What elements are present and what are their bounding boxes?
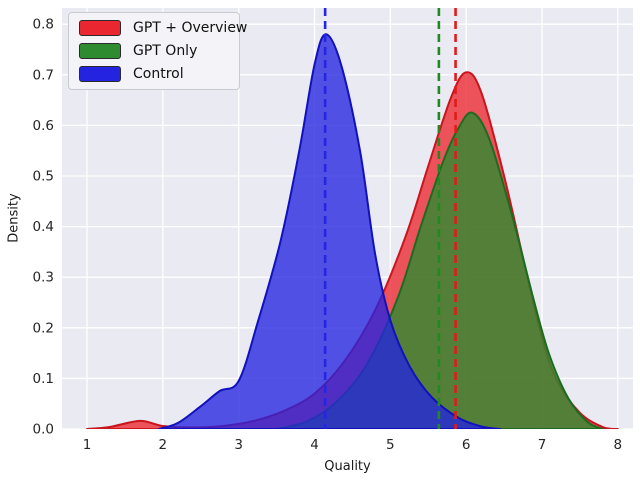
x-tick-label: 8 [614, 437, 623, 453]
y-tick-label: 0.8 [33, 17, 54, 33]
mean-lines [323, 8, 457, 429]
y-tick-label: 0.7 [33, 67, 54, 83]
y-tick-label: 0.0 [33, 422, 54, 438]
legend-item: GPT Only [79, 43, 229, 59]
legend: GPT + Overview GPT Only Control [68, 12, 247, 90]
legend-swatch-icon [79, 20, 121, 36]
y-tick-label: 0.6 [33, 118, 54, 134]
legend-item: GPT + Overview [79, 20, 247, 36]
x-tick-label: 1 [83, 437, 92, 453]
y-axis-label: Density [6, 193, 22, 243]
x-tick-label: 2 [159, 437, 168, 453]
x-tick-label: 4 [310, 437, 319, 453]
y-tick-label: 0.3 [33, 270, 54, 286]
legend-label: GPT + Overview [133, 20, 248, 36]
legend-label: GPT Only [133, 43, 198, 59]
y-tick-label: 0.4 [33, 219, 54, 235]
legend-label: Control [133, 66, 184, 82]
x-tick-labels: 1 2 3 4 5 6 7 8 [83, 437, 622, 453]
x-tick-label: 5 [386, 437, 395, 453]
x-tick-label: 6 [462, 437, 471, 453]
x-tick-label: 3 [234, 437, 243, 453]
legend-item: Control [79, 66, 229, 82]
y-tick-label: 0.5 [33, 168, 54, 184]
y-tick-label: 0.1 [33, 371, 54, 387]
x-tick-label: 7 [538, 437, 547, 453]
y-tick-labels: 0.0 0.1 0.2 0.3 0.4 0.5 0.6 0.7 0.8 [33, 17, 54, 438]
legend-swatch-icon [79, 66, 121, 82]
x-axis-label: Quality [324, 459, 371, 474]
y-tick-label: 0.2 [33, 320, 54, 336]
legend-swatch-icon [79, 43, 121, 59]
